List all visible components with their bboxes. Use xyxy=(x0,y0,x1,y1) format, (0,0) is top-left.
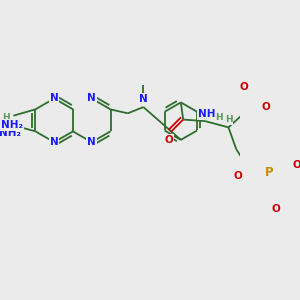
Text: H: H xyxy=(215,113,223,122)
Text: O: O xyxy=(240,82,248,92)
Text: O: O xyxy=(165,135,173,145)
Text: O: O xyxy=(233,171,242,181)
Text: NH₂: NH₂ xyxy=(1,120,23,130)
Text: O: O xyxy=(293,160,300,170)
Text: N: N xyxy=(139,94,148,104)
Text: N: N xyxy=(50,94,58,103)
Text: N: N xyxy=(87,137,96,147)
Text: O: O xyxy=(272,203,280,214)
Text: H: H xyxy=(2,113,9,122)
Text: NH₂: NH₂ xyxy=(0,128,21,138)
Text: H: H xyxy=(225,115,232,124)
Text: P: P xyxy=(265,166,273,179)
Text: H: H xyxy=(0,119,8,128)
Text: N: N xyxy=(50,137,58,147)
Text: NH: NH xyxy=(198,109,215,119)
Text: O: O xyxy=(262,102,270,112)
Text: N: N xyxy=(87,94,96,103)
